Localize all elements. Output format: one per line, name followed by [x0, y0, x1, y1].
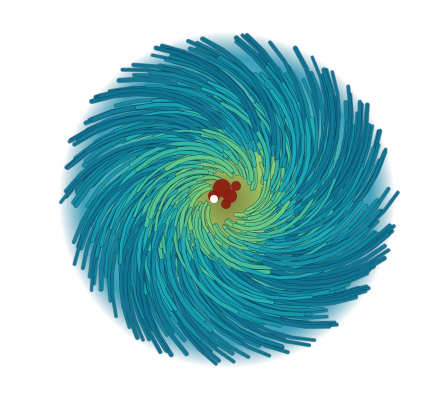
vortex-core	[208, 179, 241, 209]
streamline	[133, 164, 204, 218]
streamline	[145, 84, 250, 144]
streamline	[181, 227, 238, 314]
streamline	[220, 102, 270, 181]
vortex-core-gap	[210, 195, 218, 203]
streamline	[192, 206, 223, 267]
streamline	[264, 209, 381, 261]
streamline	[252, 226, 369, 267]
streamline	[119, 205, 155, 329]
streamline	[91, 104, 219, 134]
streamline	[242, 266, 371, 290]
streamline	[135, 146, 224, 172]
streamline	[300, 56, 328, 184]
streamline	[301, 85, 352, 206]
streamline	[139, 110, 241, 150]
streamline	[139, 225, 168, 353]
streamline	[209, 253, 313, 301]
streamline	[164, 155, 234, 173]
streamline	[183, 207, 216, 281]
streamline	[148, 169, 209, 219]
streamline	[76, 115, 206, 142]
streamline	[97, 88, 226, 129]
streamline	[261, 232, 390, 273]
streamline	[299, 67, 336, 194]
streamline	[129, 141, 224, 167]
streamline	[269, 88, 297, 192]
streamline	[286, 146, 376, 236]
streamline	[151, 223, 186, 342]
streamline	[257, 244, 387, 278]
streamline	[207, 232, 285, 270]
streamline	[280, 101, 311, 205]
streamline	[166, 226, 213, 333]
streamline	[258, 178, 337, 238]
streamline	[281, 82, 305, 192]
streamline	[64, 140, 184, 193]
streamline	[154, 175, 203, 232]
streamline-group	[58, 32, 400, 366]
streamline	[66, 129, 192, 170]
streamline	[187, 186, 212, 231]
streamline	[194, 238, 274, 305]
streamline	[259, 200, 363, 253]
streamline	[200, 37, 277, 145]
streamline	[192, 250, 282, 328]
streamline	[73, 169, 161, 266]
vortex-core-blob	[231, 181, 241, 191]
streamline	[233, 200, 291, 231]
streamline	[154, 46, 258, 133]
streamline	[59, 144, 177, 204]
streamline	[265, 183, 361, 246]
streamline	[89, 91, 221, 129]
streamline	[175, 162, 233, 178]
vortex-core-blob	[221, 199, 231, 209]
streamline	[268, 41, 306, 167]
